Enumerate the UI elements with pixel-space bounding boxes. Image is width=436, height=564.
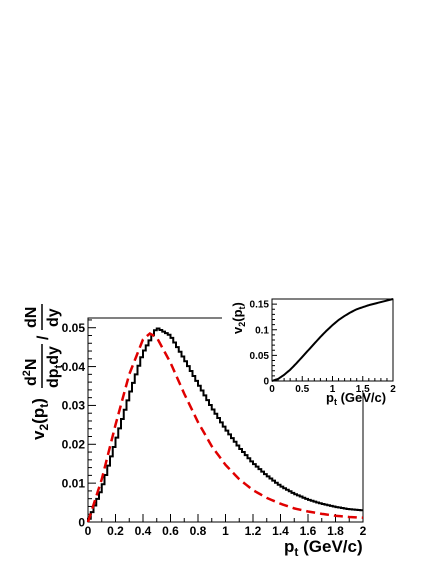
main-x-tick-label: 1.4 xyxy=(272,524,289,538)
main-x-tick-label: 0.6 xyxy=(162,524,179,538)
inset-series-0-line xyxy=(271,298,394,382)
svg-text:dN: dN xyxy=(23,307,40,328)
svg-text:/: / xyxy=(35,335,52,340)
main-x-tick-label: 0.4 xyxy=(135,524,152,538)
main-x-tick-label: 2 xyxy=(360,524,367,538)
inset-x-axis-label: pt (GeV/c) xyxy=(326,390,386,407)
inset-plot: 0 0.5 1 1.5 2 0 0.05 0.1 0.15 xyxy=(222,282,422,395)
main-y-tick-label: 0.02 xyxy=(62,438,86,452)
main-series-1-line xyxy=(86,332,364,523)
main-y-axis-label: v2(pt) d2N dptdy / dN dy xyxy=(21,304,65,440)
main-x-tick-label: 1 xyxy=(222,524,229,538)
inset-y-tick-label: 0.15 xyxy=(250,300,270,311)
svg-text:d2N: d2N xyxy=(21,359,40,386)
main-x-tick-label: 0.8 xyxy=(190,524,207,538)
main-y-tick-label: 0.04 xyxy=(62,360,86,374)
main-x-tick-label: 0.2 xyxy=(107,524,124,538)
main-x-axis-label: pt (GeV/c) xyxy=(284,537,363,559)
inset-y-tick-label: 0 xyxy=(263,377,269,388)
main-ticks xyxy=(87,319,364,523)
main-x-tick-label: 1.6 xyxy=(300,524,317,538)
main-x-tick-label: 1.2 xyxy=(245,524,262,538)
inset-x-tick-label: 0.5 xyxy=(295,384,309,395)
main-x-tick-label: 0 xyxy=(85,524,92,538)
main-y-tick-label: 0.01 xyxy=(62,476,86,490)
main-series xyxy=(86,327,364,523)
main-tick-labels: 0 0.2 0.4 0.6 0.8 1 1.2 1.4 1.6 1.8 2 0 0.01 0.02 0.03… xyxy=(62,321,367,538)
main-x-tick-label: 1.8 xyxy=(327,524,344,538)
main-y-tick-label: 0.05 xyxy=(62,321,86,335)
svg-text:v2(pt): v2(pt) xyxy=(230,302,247,334)
main-y-tick-label: 0 xyxy=(78,515,85,529)
inset-y-tick-label: 0.05 xyxy=(250,351,270,362)
inset-y-tick-label: 0.1 xyxy=(255,325,269,336)
inset-y-axis-label: v2(pt) xyxy=(230,302,247,334)
inset-x-tick-label: 2 xyxy=(390,384,396,395)
inset-x-tick-label: 1 xyxy=(330,384,336,395)
inset-series xyxy=(271,298,394,382)
main-series-0-line xyxy=(87,327,363,522)
svg-text:dptdy: dptdy xyxy=(45,346,65,388)
main-y-tick-label: 0.03 xyxy=(62,399,86,413)
inset-tick-labels: 0 0.5 1 1.5 2 0 0.05 0.1 0.15 xyxy=(250,300,397,395)
main-plot: 0 0.2 0.4 0.6 0.8 1 1.2 1.4 1.6 1.8 2 0 0.01 0.02 0.03… xyxy=(62,317,367,538)
svg-text:dy: dy xyxy=(45,308,62,327)
inset-x-tick-label: 0 xyxy=(269,384,275,395)
inset-x-tick-label: 1.5 xyxy=(356,384,370,395)
svg-text:v2(pt): v2(pt) xyxy=(29,398,51,440)
